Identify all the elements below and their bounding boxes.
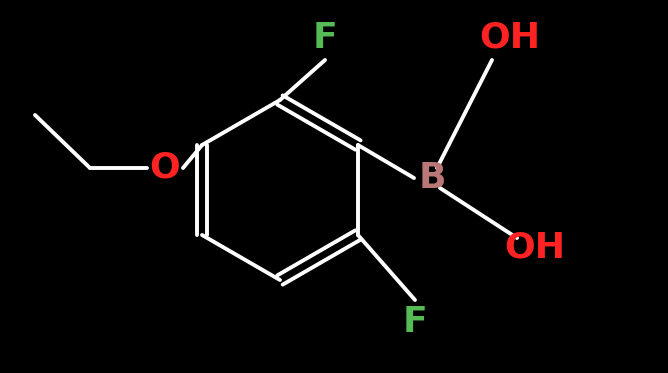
Text: O: O xyxy=(150,151,180,185)
Text: B: B xyxy=(418,161,446,195)
Text: F: F xyxy=(313,21,337,55)
Text: OH: OH xyxy=(504,231,566,265)
Text: OH: OH xyxy=(480,21,540,55)
Text: F: F xyxy=(403,305,428,339)
